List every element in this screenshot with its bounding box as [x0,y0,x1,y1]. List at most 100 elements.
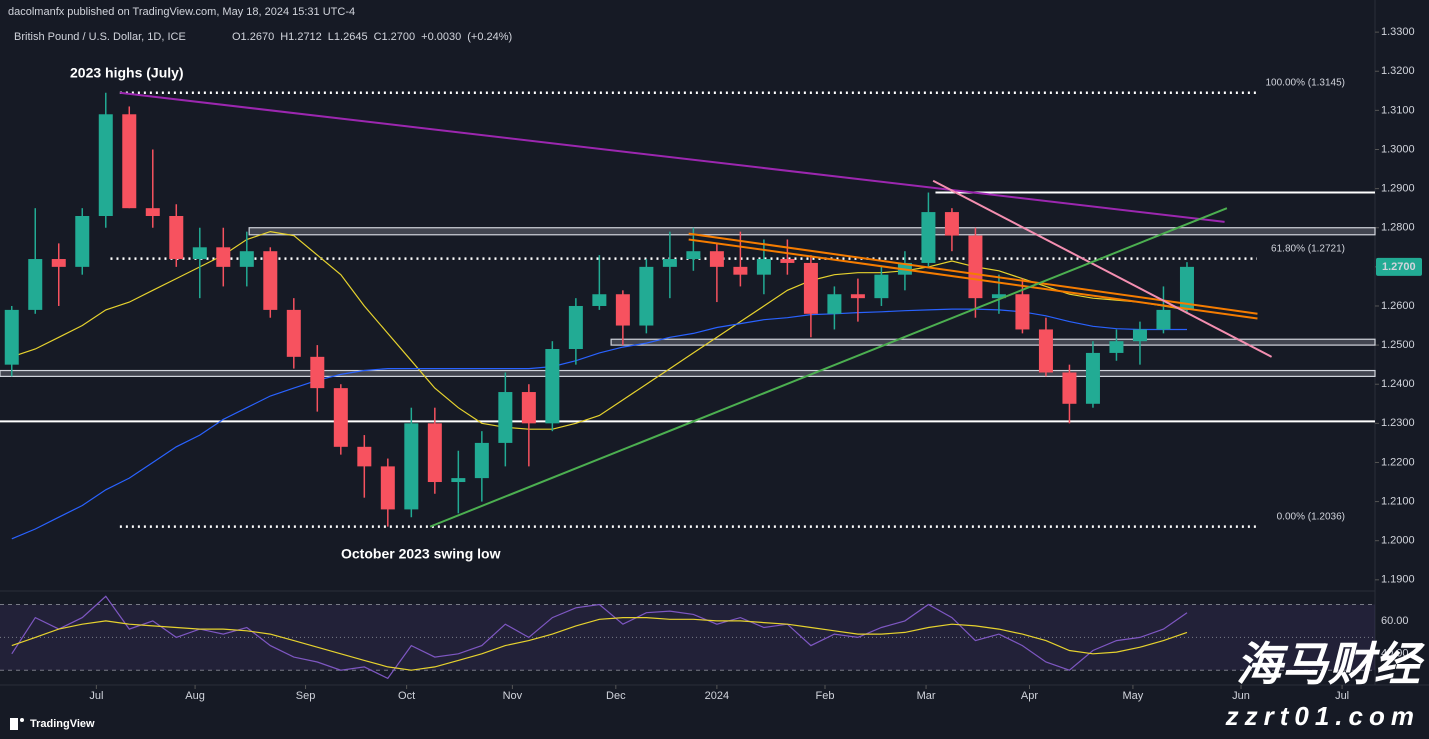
candle-body [333,388,348,447]
candle-body [968,235,983,299]
candle-body [874,274,889,299]
y-tick-label: 1.3000 [1381,143,1415,155]
candle-body [1156,309,1171,330]
zone [0,369,1376,377]
candle-body [944,212,959,236]
x-tick-label: Mar [917,690,936,702]
candle-body [357,446,372,467]
rsi-ma [11,617,1188,671]
quote-value: O1.2670 [232,31,274,43]
quote-value: (+0.24%) [467,31,512,43]
footer: TradingView [30,718,95,730]
y-tick-label: 1.3300 [1381,26,1415,38]
candle-body [756,259,771,275]
candle-body [521,392,536,424]
last-price-tag [1376,257,1422,276]
candle-body [98,114,113,216]
x-tick-label: Oct [398,690,415,702]
tv-logo [10,718,24,730]
candle-body [1015,294,1030,330]
symbol: British Pound / U.S. Dollar, 1D, ICE [14,31,186,43]
y-tick-label: 1.3200 [1381,65,1415,77]
y-tick-label: 1.2800 [1381,222,1415,234]
last-price-label: 1.2700 [1382,261,1416,273]
zone [248,227,1376,236]
candle-body [733,266,748,275]
x-tick-label: Sep [296,690,316,702]
header: dacolmanfx published on TradingView.com,… [8,6,355,18]
candle-body [474,442,489,479]
candle-body [427,423,442,483]
candle-body [192,247,207,260]
rsi-line [11,595,1188,680]
quote-value: C1.2700 [374,31,416,43]
x-tick-label: Jun [1232,690,1250,702]
candle-body [686,251,701,260]
candle-body [827,294,842,314]
watermark: zzrt01.com [1225,701,1420,731]
quote-value: +0.0030 [421,31,461,43]
y-tick-label: 1.2100 [1381,495,1415,507]
candle-body [1038,329,1053,373]
y-tick-label: 1.3100 [1381,104,1415,116]
fib-label: 100.00% (1.3145) [1265,77,1345,88]
annotation: October 2023 swing low [341,546,501,562]
candle-body [921,212,936,263]
moving-average [11,230,1188,430]
watermark: 海马财经 [1236,638,1425,690]
candle-body [122,114,137,209]
candle-body [780,259,795,263]
candle-body [75,215,90,267]
y-tick-label: 1.2500 [1381,339,1415,351]
fib-label: 0.00% (1.2036) [1277,511,1345,522]
x-tick-label: 2024 [705,690,729,702]
candle-body [216,247,231,267]
trendline [429,207,1228,528]
y-tick-label: 1.2400 [1381,378,1415,390]
candle-body [592,294,607,306]
x-tick-label: Nov [503,690,523,702]
quote-value: H1.2712 [280,31,322,43]
candle-body [451,478,466,483]
rsi-tick-label: 60.00 [1381,615,1409,627]
candle-body [380,466,395,510]
y-tick-label: 1.2200 [1381,456,1415,468]
candle-body [615,294,630,326]
candle-body [498,392,513,443]
candle-body [568,305,583,350]
candle-body [1062,372,1077,404]
candle-body [404,423,419,510]
x-tick-label: May [1123,690,1144,702]
rsi-band [0,604,1375,671]
x-tick-label: Jul [89,690,103,702]
moving-average [11,308,1187,540]
candle-body [1109,341,1124,353]
y-tick-label: 1.2600 [1381,300,1415,312]
candle-body [239,251,254,267]
trendline [688,238,1258,320]
candle-body [1179,266,1194,310]
quote-value: L1.2645 [328,31,368,43]
candle-body [1085,352,1100,404]
x-tick-label: Aug [185,690,205,702]
candle-body [310,356,325,389]
y-tick-label: 1.1900 [1381,574,1415,586]
candle-body [850,294,865,299]
candle-body [1132,329,1147,342]
candle-body [51,259,66,267]
candle-body [803,262,818,314]
candle-body [169,215,184,260]
x-tick-label: Jul [1335,690,1349,702]
x-tick-label: Dec [606,690,626,702]
y-tick-label: 1.2300 [1381,417,1415,429]
candle-body [639,266,654,326]
candle-body [709,251,724,267]
candle-body [991,294,1006,299]
candle-body [662,259,677,267]
x-tick-label: Apr [1021,690,1038,702]
x-tick-label: Feb [816,690,835,702]
candle-body [545,349,560,424]
trendline [119,91,1225,223]
